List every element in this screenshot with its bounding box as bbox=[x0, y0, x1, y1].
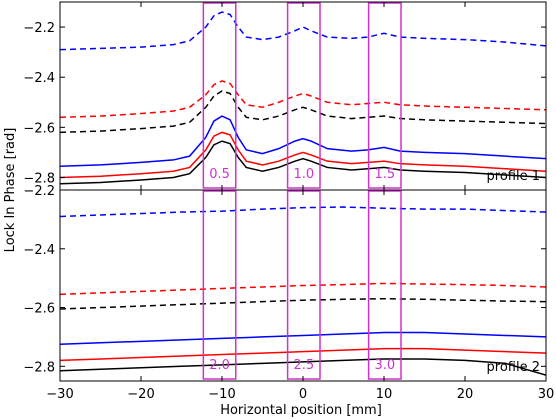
x-tick-label: −20 bbox=[127, 387, 154, 402]
panel-label: profile 2 bbox=[487, 360, 540, 375]
series-line-1 bbox=[60, 206, 546, 218]
x-axis-label: Horizontal position [mm] bbox=[220, 403, 382, 418]
series-line-2 bbox=[60, 80, 546, 119]
panel-label: profile 1 bbox=[487, 169, 540, 184]
panel-frame bbox=[59, 1, 547, 191]
y-tick-label: −2.6 bbox=[23, 302, 55, 317]
x-tick-label: −10 bbox=[208, 387, 235, 402]
y-axis-label: Lock In Phase [rad] bbox=[3, 128, 18, 253]
series-line-5 bbox=[60, 131, 546, 179]
series-line-4 bbox=[60, 115, 546, 167]
x-tick-label: 0 bbox=[299, 387, 307, 402]
series-line-4 bbox=[60, 331, 546, 346]
region-label: 2.0 bbox=[209, 358, 230, 373]
series-line-6 bbox=[60, 140, 546, 185]
y-tick-label: −2.6 bbox=[23, 121, 55, 136]
region-box-3 bbox=[367, 190, 402, 380]
series-line-6 bbox=[60, 358, 546, 376]
y-tick-label: −2.4 bbox=[23, 71, 55, 86]
series-line-3 bbox=[60, 90, 546, 134]
region-box-1 bbox=[202, 190, 237, 380]
region-label: 0.5 bbox=[209, 167, 230, 182]
series-line-3 bbox=[60, 297, 546, 310]
series-line-5 bbox=[60, 347, 546, 362]
region-box-2 bbox=[286, 190, 321, 380]
x-tick-label: 30 bbox=[538, 387, 555, 402]
x-tick-label: 10 bbox=[376, 387, 393, 402]
region-label: 1.5 bbox=[374, 167, 395, 182]
y-tick-label: −2.8 bbox=[23, 360, 55, 375]
region-box-3 bbox=[367, 2, 402, 189]
y-tick-label: −2.8 bbox=[23, 171, 55, 186]
panel-profile-2: 2.0 2.5 3.0 −2.8 −2.6 −2.4 −2.2 profile 2 bbox=[23, 184, 547, 382]
region-label: 1.0 bbox=[293, 167, 314, 182]
region-label: 3.0 bbox=[374, 358, 395, 373]
x-tick-label: −30 bbox=[46, 387, 73, 402]
series-line-2 bbox=[60, 282, 546, 296]
x-tick-label: 20 bbox=[457, 387, 474, 402]
y-tick-label: −2.2 bbox=[23, 184, 55, 199]
region-box-2 bbox=[286, 2, 321, 189]
y-tick-label: −2.2 bbox=[23, 21, 55, 36]
panel-profile-1: 0.5 1.0 1.5 −2.8 −2.6 −2.4 −2.2 profile 1 bbox=[23, 1, 547, 191]
y-tick-label: −2.4 bbox=[23, 243, 55, 258]
region-label: 2.5 bbox=[293, 358, 314, 373]
series-line-1 bbox=[60, 11, 546, 51]
region-box-1 bbox=[202, 2, 237, 189]
